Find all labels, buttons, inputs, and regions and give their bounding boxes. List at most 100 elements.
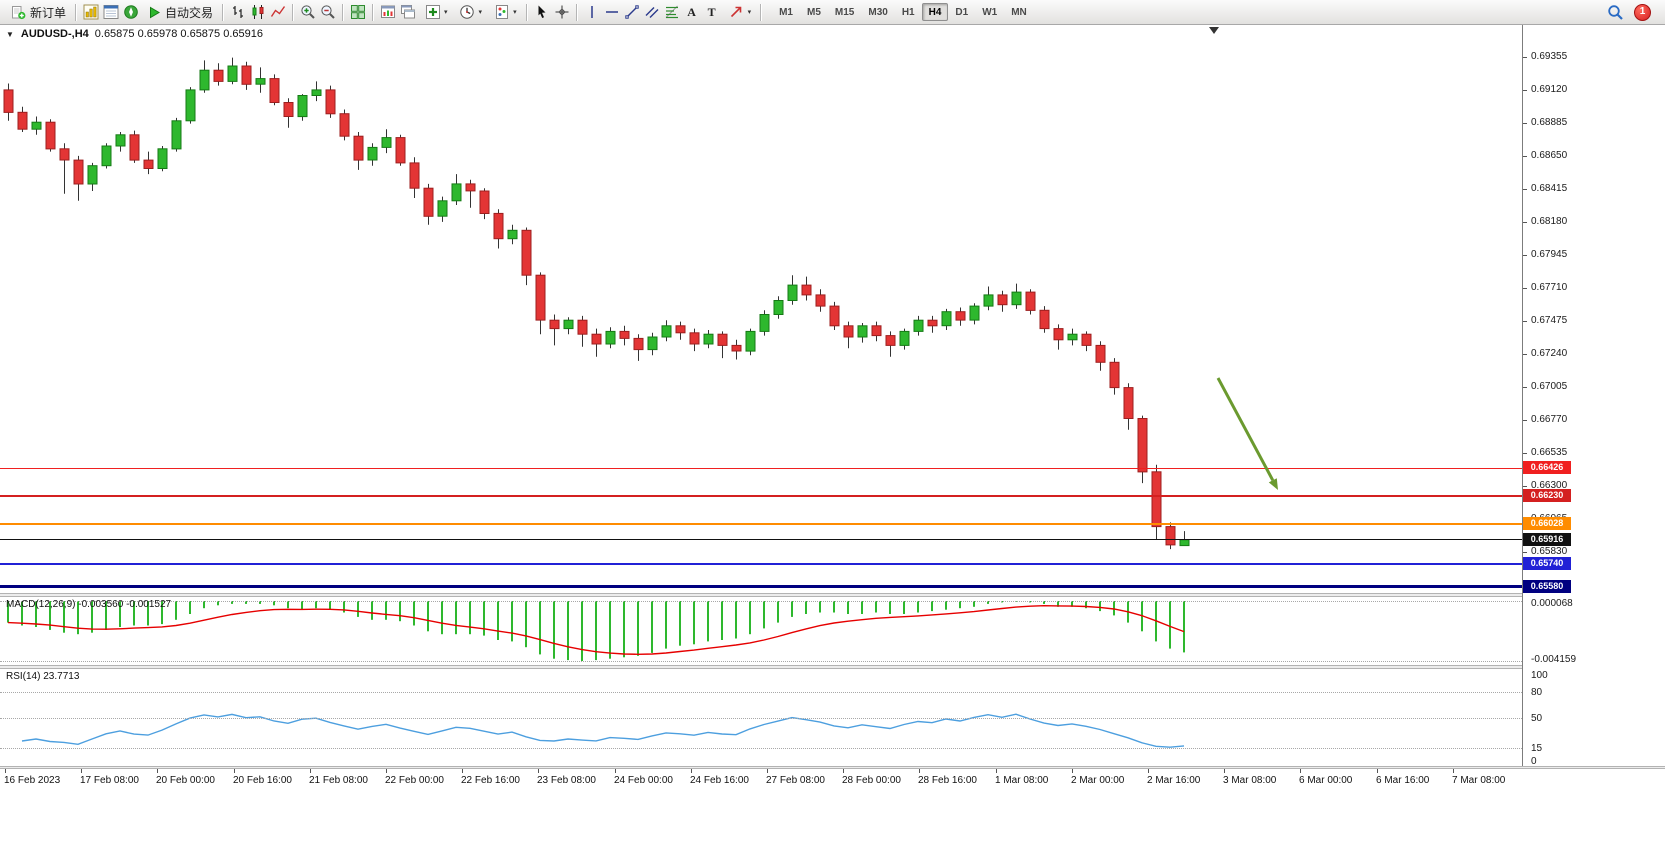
new-order-button[interactable]: 新订单 — [4, 1, 71, 23]
price-axis-tick — [1523, 90, 1527, 91]
trend-arrow-line[interactable] — [1216, 377, 1275, 482]
toolbar-separator — [342, 3, 345, 21]
macd-axis-label: -0.004159 — [1531, 654, 1577, 665]
market-watch-icon[interactable] — [81, 2, 101, 22]
add-indicator-icon — [423, 3, 442, 22]
timeframe-button-w1[interactable]: W1 — [975, 3, 1004, 21]
bear-candle — [325, 89, 336, 115]
rsi-axis-label: 15 — [1531, 743, 1543, 754]
price-label-support-1: 0.65740 — [1523, 557, 1571, 570]
time-axis-label: 22 Feb 00:00 — [385, 775, 444, 786]
horizontal-line-tool-icon[interactable] — [602, 2, 622, 22]
price-label-support-2: 0.65580 — [1523, 580, 1571, 593]
bar-chart-mode-icon[interactable] — [228, 2, 248, 22]
level-line-resistance-1[interactable] — [0, 468, 1522, 469]
zoom-in-icon[interactable] — [298, 2, 318, 22]
bear-candle — [409, 162, 420, 189]
main-chart-area[interactable]: ▼ AUDUSD-,H4 0.65875 0.65978 0.65875 0.6… — [0, 24, 1522, 593]
bear-candle — [1025, 291, 1036, 311]
price-axis-tick — [1523, 189, 1527, 190]
bear-candle — [577, 319, 588, 335]
indicators-button[interactable]: ▾ — [418, 1, 453, 24]
bear-candle — [269, 78, 280, 103]
price-axis-tick — [1523, 255, 1527, 256]
panel-separator-rsi[interactable] — [0, 665, 1665, 669]
price-axis[interactable]: 0.69355 0.69120 0.68885 0.68650 0.68415 0.681… — [1522, 24, 1665, 767]
price-axis-label: 0.68885 — [1531, 117, 1568, 128]
navigator-icon[interactable] — [121, 2, 141, 22]
fibonacci-tool-icon[interactable] — [662, 2, 682, 22]
bear-candle — [717, 333, 728, 346]
toolbar-separator — [525, 3, 528, 21]
level-line-support-2[interactable] — [0, 585, 1522, 588]
search-icon[interactable] — [1604, 1, 1626, 23]
time-axis[interactable]: 16 Feb 2023 17 Feb 08:00 20 Feb 00:00 20 Fe… — [0, 769, 1665, 794]
zoom-out-icon[interactable] — [318, 2, 338, 22]
bear-candle — [829, 305, 840, 327]
rsi-level-line-15 — [0, 748, 1522, 749]
rsi-line — [21, 713, 1185, 748]
bull-candle — [969, 305, 980, 321]
bear-candle — [479, 190, 490, 214]
new-chart-window-icon[interactable] — [378, 2, 398, 22]
bull-candle — [983, 294, 994, 307]
arrows-tool-button[interactable]: ▾ — [722, 1, 757, 24]
time-axis-tick — [615, 769, 616, 773]
timeframe-button-m5[interactable]: M5 — [800, 3, 828, 21]
price-axis-label: 0.67945 — [1531, 249, 1568, 260]
periods-button[interactable]: ▾ — [453, 1, 488, 24]
level-line-resistance-2[interactable] — [0, 495, 1522, 497]
bear-candle — [1137, 418, 1148, 473]
one-click-trading-toggle[interactable]: ▼ — [6, 29, 14, 39]
notification-badge[interactable]: 1 — [1634, 3, 1651, 21]
line-chart-mode-icon[interactable] — [268, 2, 288, 22]
chart-shift-marker[interactable] — [1209, 27, 1219, 34]
candlestick-mode-icon[interactable] — [248, 2, 268, 22]
price-axis-label: 0.69120 — [1531, 84, 1568, 95]
bull-candle — [255, 78, 266, 85]
trend-arrow-head[interactable] — [1268, 478, 1278, 490]
price-label-bid-price: 0.65916 — [1523, 533, 1571, 546]
text-tool-button[interactable]: A — [682, 2, 702, 22]
price-axis-label: 0.67240 — [1531, 348, 1568, 359]
time-axis-tick — [843, 769, 844, 773]
crosshair-icon[interactable] — [552, 2, 572, 22]
timeframe-button-h4[interactable]: H4 — [921, 3, 949, 21]
data-window-icon[interactable] — [101, 2, 121, 22]
timeframe-button-m1[interactable]: M1 — [772, 3, 800, 21]
trendline-tool-icon[interactable] — [622, 2, 642, 22]
panel-separator-bottom[interactable] — [0, 766, 1665, 769]
chevron-down-icon: ▾ — [513, 9, 517, 16]
level-line-bid-price[interactable] — [0, 539, 1522, 540]
cursor-icon[interactable] — [532, 2, 552, 22]
time-axis-tick — [1148, 769, 1149, 773]
price-axis-tick — [1523, 354, 1527, 355]
bear-candle — [731, 344, 742, 352]
text-label-tool-button[interactable]: T — [702, 2, 722, 22]
templates-button[interactable]: ▾ — [487, 1, 522, 24]
timeframe-button-h1[interactable]: H1 — [895, 3, 922, 21]
bear-candle — [927, 319, 938, 327]
rsi-axis-label: 100 — [1531, 670, 1548, 681]
rsi-indicator-panel — [21, 713, 1185, 748]
price-axis-label: 0.67710 — [1531, 282, 1568, 293]
tile-windows-icon[interactable] — [348, 2, 368, 22]
window-cascade-icon[interactable] — [398, 2, 418, 22]
price-axis-tick — [1523, 222, 1527, 223]
candlestick-chart — [3, 57, 1190, 550]
level-line-support-1[interactable] — [0, 563, 1522, 565]
price-axis-tick — [1523, 552, 1527, 553]
timeframe-button-m15[interactable]: M15 — [828, 3, 861, 21]
vertical-line-tool-icon[interactable] — [582, 2, 602, 22]
channel-tool-icon[interactable] — [642, 2, 662, 22]
level-line-pivot[interactable] — [0, 523, 1522, 525]
bull-candle — [773, 300, 784, 315]
price-axis-tick — [1523, 321, 1527, 322]
timeframe-button-mn[interactable]: MN — [1004, 3, 1034, 21]
panel-separator-macd[interactable] — [0, 593, 1665, 597]
bear-candle — [3, 89, 14, 113]
auto-trading-button[interactable]: 自动交易 — [141, 2, 218, 23]
timeframe-button-m30[interactable]: M30 — [861, 3, 894, 21]
chevron-down-icon: ▾ — [478, 9, 483, 16]
timeframe-button-d1[interactable]: D1 — [948, 3, 975, 21]
